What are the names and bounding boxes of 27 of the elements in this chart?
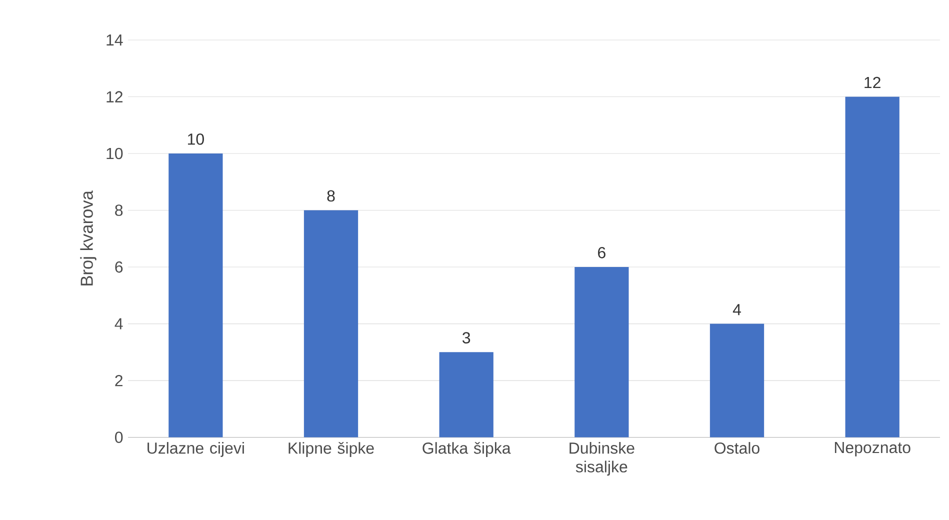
bar (168, 154, 223, 438)
data-label: 8 (327, 190, 335, 202)
y-tick-label: 4 (114, 318, 123, 330)
y-tick-label: 14 (106, 34, 123, 46)
y-tick-label: 6 (115, 261, 123, 273)
bar (574, 267, 629, 438)
data-label: 6 (598, 247, 606, 258)
x-tick-label: Uzlazne cijevi (148, 442, 244, 457)
y-tick-label: 8 (115, 204, 123, 216)
y-axis-title: Broj kvarova (80, 190, 96, 286)
bar (439, 352, 494, 438)
x-tick-label: Ostalo (714, 442, 760, 454)
x-tick-label: Dubinske sisaljke (570, 442, 634, 476)
bar (304, 210, 358, 438)
x-tick-label: Klipne šipke (288, 442, 374, 458)
y-tick-label: 10 (106, 148, 123, 160)
x-tick-label: Glatka šipka (422, 442, 511, 458)
bar (845, 96, 900, 438)
data-label: 3 (462, 332, 470, 344)
y-tick-label: 12 (106, 91, 122, 102)
data-label: 4 (732, 304, 741, 316)
bar (710, 324, 764, 438)
data-label: 12 (864, 76, 880, 88)
y-tick-label: 2 (115, 374, 122, 386)
x-tick-label: Nepoznato (834, 442, 910, 456)
data-label: 10 (188, 133, 204, 145)
y-tick-label: 0 (115, 432, 123, 443)
